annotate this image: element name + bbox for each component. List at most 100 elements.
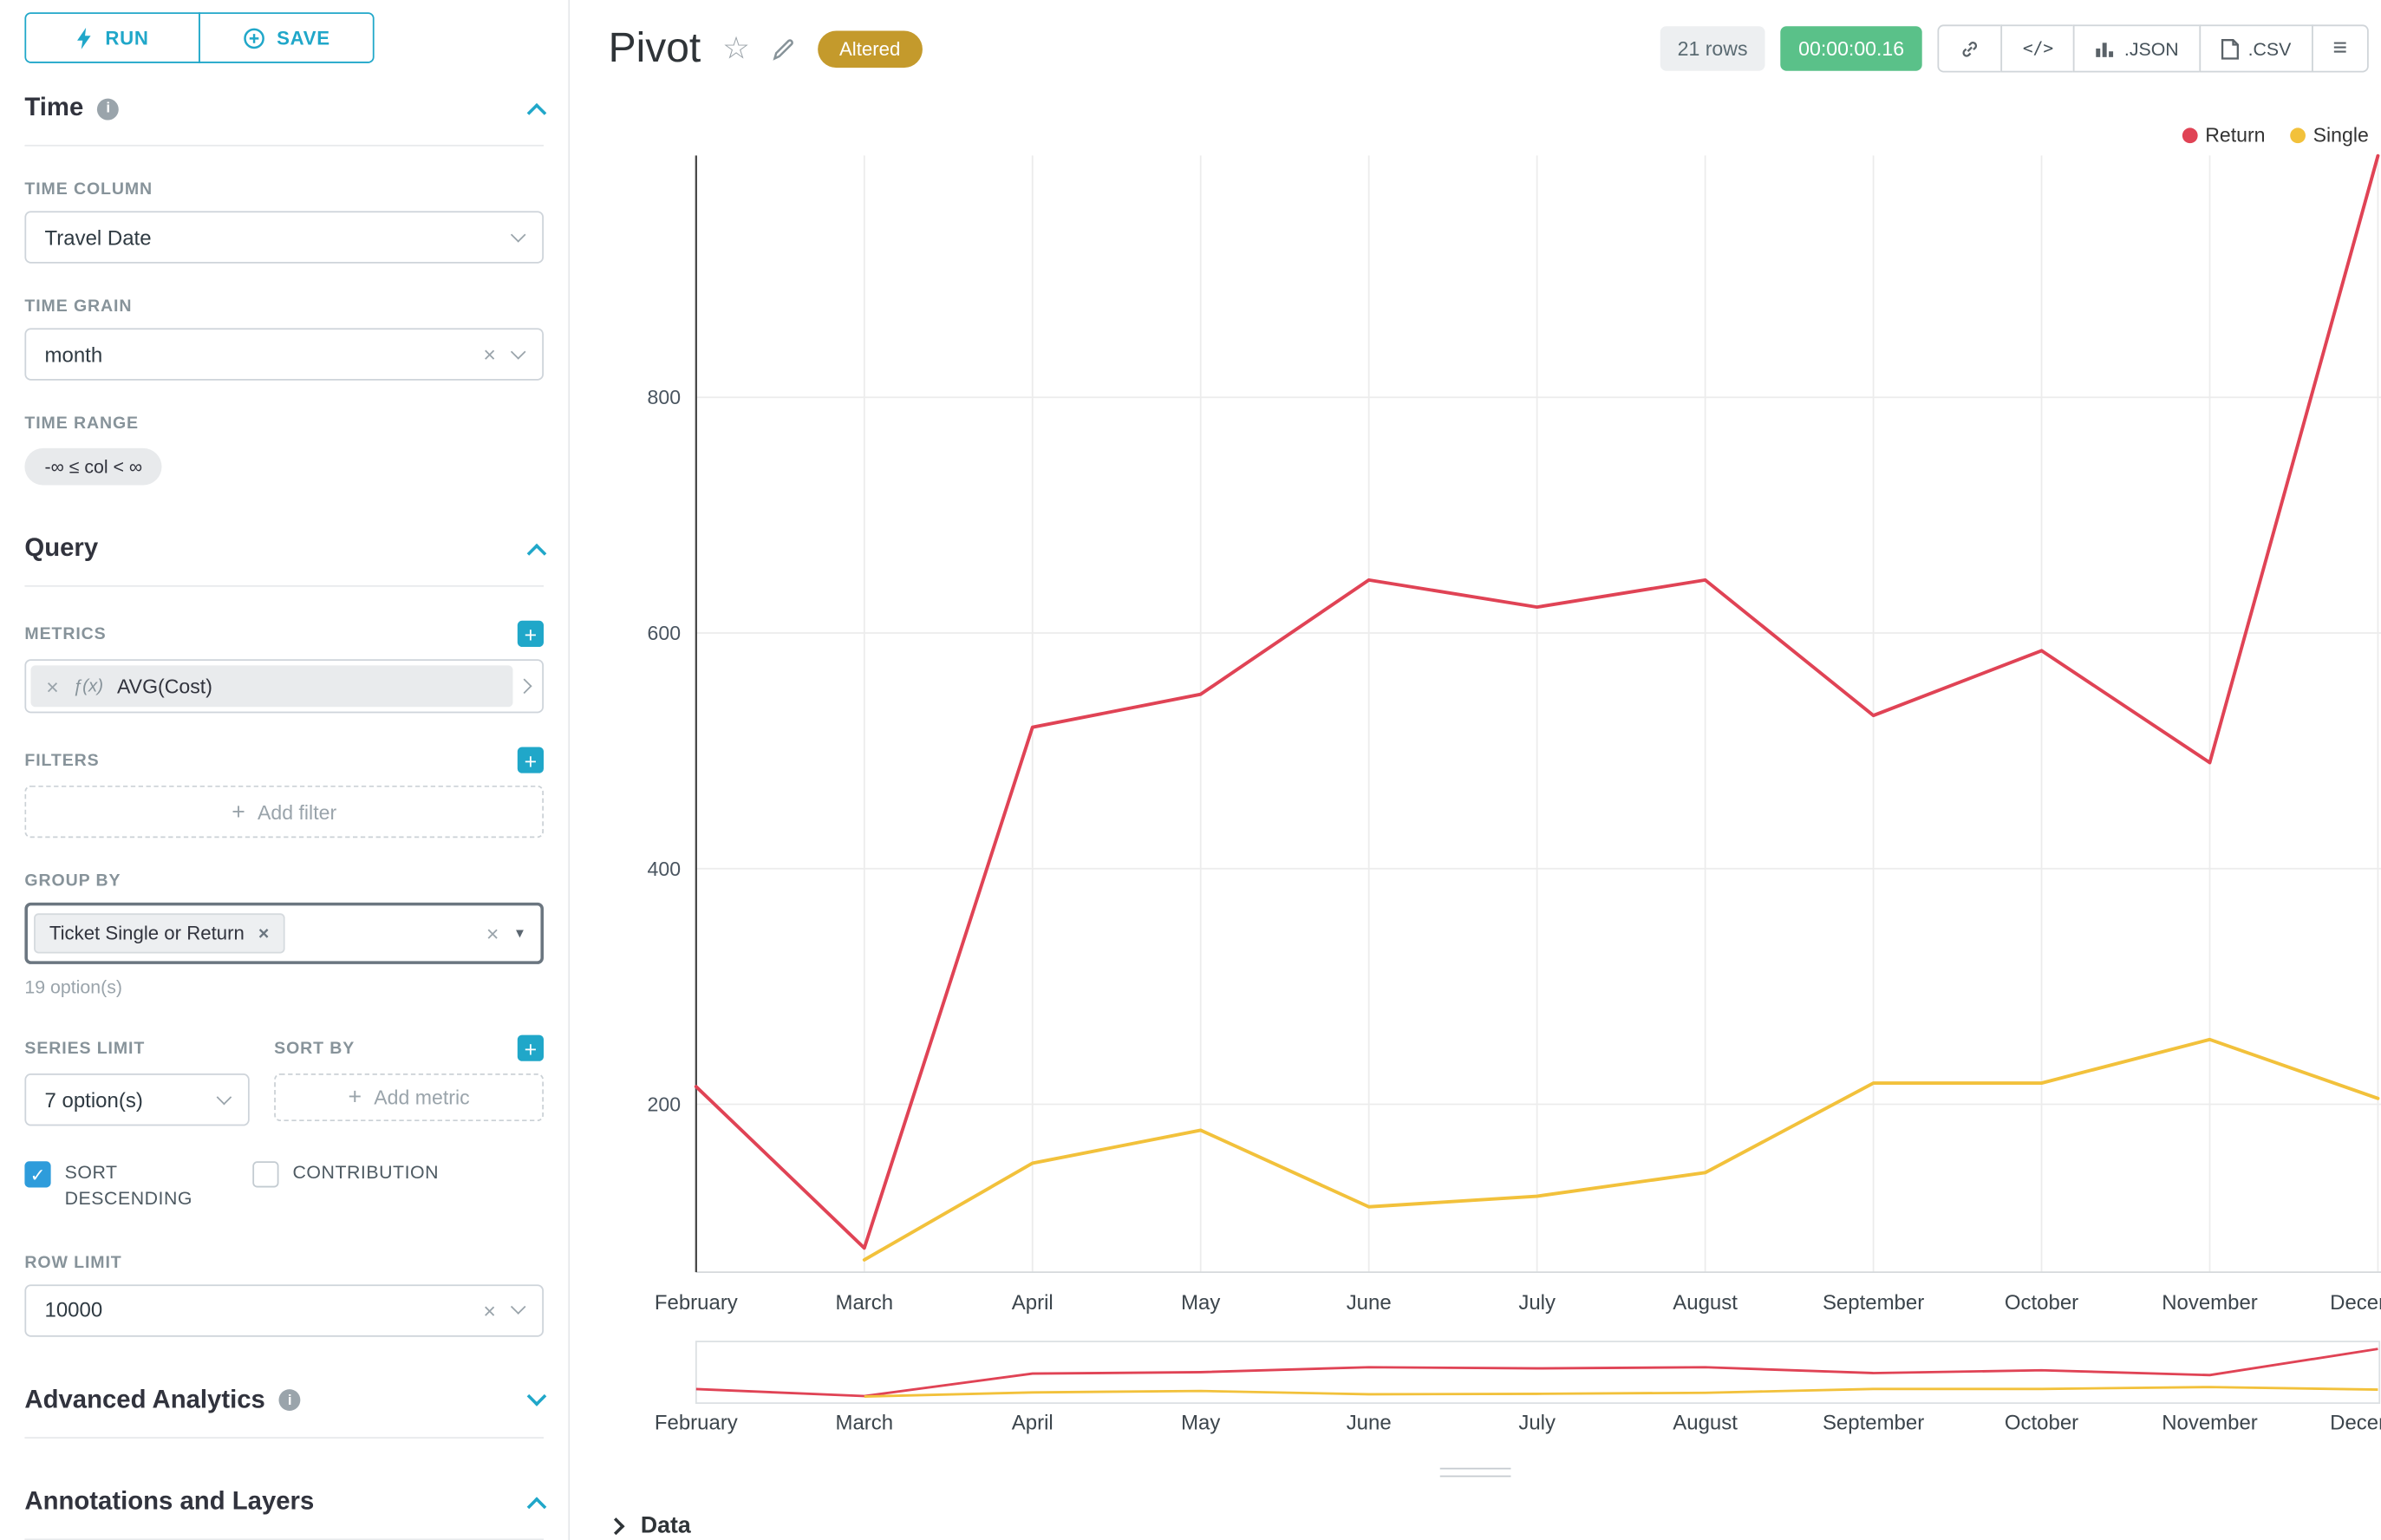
time-column-value: Travel Date bbox=[44, 225, 152, 249]
chart-header: Pivot ☆ Altered 21 rows 00:00:00.16 bbox=[570, 0, 2381, 73]
add-sort-metric-button[interactable]: + bbox=[517, 1034, 544, 1061]
run-button-label: RUN bbox=[105, 27, 149, 49]
time-grain-select[interactable]: month × bbox=[24, 328, 544, 381]
embed-code-button[interactable]: </> bbox=[2001, 24, 2076, 73]
time-section-header[interactable]: Time i bbox=[24, 94, 547, 147]
group-by-value: Ticket Single or Return bbox=[49, 922, 245, 944]
chevron-down-icon bbox=[510, 226, 526, 242]
info-icon: i bbox=[97, 97, 120, 120]
x-tick-label: February bbox=[655, 1291, 738, 1315]
row-count-badge: 21 rows bbox=[1660, 26, 1765, 71]
share-link-button[interactable] bbox=[1938, 24, 2003, 73]
x-tick-label: July bbox=[1518, 1291, 1556, 1315]
series-line-return[interactable] bbox=[694, 153, 2380, 1250]
save-button[interactable]: SAVE bbox=[199, 12, 375, 63]
minimap-x-tick-label: September bbox=[1823, 1411, 1924, 1434]
chevron-down-icon bbox=[510, 1299, 526, 1315]
chart-minimap-brush[interactable]: February March April May June July August Septe… bbox=[647, 1340, 2381, 1439]
time-column-select[interactable]: Travel Date bbox=[24, 211, 544, 264]
contribution-checkbox-item[interactable]: CONTRIBUTION bbox=[252, 1159, 439, 1213]
y-tick-label: 600 bbox=[648, 622, 682, 644]
chevron-up-icon[interactable] bbox=[526, 543, 547, 564]
bar-chart-icon bbox=[2096, 42, 2114, 57]
contribution-checkbox[interactable] bbox=[252, 1161, 279, 1188]
function-icon: ƒ(x) bbox=[72, 676, 104, 695]
csv-label: .CSV bbox=[2247, 37, 2292, 60]
sort-descending-checkbox-item[interactable]: ✓ SORT DESCENDING bbox=[24, 1159, 206, 1213]
edit-icon[interactable] bbox=[772, 36, 796, 61]
sort-descending-checkbox[interactable]: ✓ bbox=[24, 1161, 51, 1188]
x-tick-label: May bbox=[1181, 1291, 1220, 1315]
clear-icon[interactable]: × bbox=[483, 1297, 496, 1323]
timer-badge: 00:00:00.16 bbox=[1779, 26, 1923, 71]
menu-button[interactable]: ≡ bbox=[2311, 24, 2369, 73]
contribution-label: CONTRIBUTION bbox=[292, 1161, 440, 1184]
metric-value: AVG(Cost) bbox=[116, 674, 212, 698]
series-line-single[interactable] bbox=[862, 1037, 2380, 1262]
chevron-down-icon[interactable] bbox=[526, 1386, 547, 1406]
filters-label-row: FILTERS + bbox=[24, 747, 544, 773]
legend-item-return[interactable]: Return bbox=[2182, 123, 2266, 147]
minimap-x-tick-label: May bbox=[1181, 1411, 1220, 1434]
y-tick-label: 800 bbox=[648, 386, 682, 408]
row-limit-value: 10000 bbox=[44, 1298, 103, 1322]
series-limit-select[interactable]: 7 option(s) bbox=[24, 1073, 250, 1126]
add-filter-button[interactable]: + bbox=[517, 747, 544, 773]
chart-container: Pivot ☆ Altered 21 rows 00:00:00.16 bbox=[570, 0, 2381, 1540]
pane-resize-handle[interactable] bbox=[1439, 1467, 1511, 1484]
y-tick-label: 200 bbox=[648, 1093, 682, 1116]
query-section-header[interactable]: Query bbox=[24, 534, 547, 587]
data-panel-toggle[interactable]: Data bbox=[607, 1512, 691, 1539]
clear-icon[interactable]: × bbox=[486, 921, 499, 946]
time-range-label: TIME RANGE bbox=[24, 414, 139, 434]
x-tick-label: November bbox=[2162, 1291, 2258, 1315]
legend-item-single[interactable]: Single bbox=[2289, 123, 2369, 147]
metric-pill[interactable]: × ƒ(x) AVG(Cost) bbox=[30, 665, 513, 708]
group-by-select[interactable]: Ticket Single or Return × × ▾ bbox=[24, 902, 544, 964]
filters-label: FILTERS bbox=[24, 750, 100, 770]
remove-tag-icon[interactable]: × bbox=[258, 922, 270, 944]
time-range-value[interactable]: -∞ ≤ col < ∞ bbox=[24, 447, 163, 486]
minimap-x-tick-label: October bbox=[2005, 1411, 2078, 1434]
chevron-down-icon bbox=[510, 343, 526, 359]
info-icon: i bbox=[278, 1389, 301, 1412]
group-by-tag[interactable]: Ticket Single or Return × bbox=[34, 913, 285, 954]
data-panel-title: Data bbox=[640, 1512, 691, 1539]
sort-descending-label: SORT DESCENDING bbox=[64, 1161, 193, 1210]
row-limit-select[interactable]: 10000 × bbox=[24, 1283, 544, 1337]
minimap-x-tick-label: July bbox=[1518, 1411, 1556, 1434]
time-section-title: Time bbox=[24, 94, 84, 122]
export-json-button[interactable]: .JSON bbox=[2073, 24, 2201, 73]
hamburger-icon: ≡ bbox=[2332, 34, 2347, 62]
favorite-star-icon[interactable]: ☆ bbox=[722, 32, 750, 67]
row-limit-label-row: ROW LIMIT bbox=[24, 1253, 544, 1271]
export-csv-button[interactable]: .CSV bbox=[2198, 24, 2313, 73]
metric-control[interactable]: × ƒ(x) AVG(Cost) bbox=[24, 659, 544, 714]
row-limit-label: ROW LIMIT bbox=[24, 1253, 122, 1272]
line-chart[interactable]: 200 400 600 800 February March April May June Jul… bbox=[647, 101, 2381, 1334]
sort-by-label-row: SORT BY + bbox=[274, 1034, 544, 1061]
x-tick-label: December bbox=[2330, 1291, 2381, 1315]
y-tick-label: 400 bbox=[648, 858, 682, 880]
minimap-x-tick-label: August bbox=[1673, 1411, 1738, 1434]
chevron-up-icon[interactable] bbox=[526, 102, 547, 123]
remove-icon[interactable]: × bbox=[46, 674, 59, 699]
add-metric-button[interactable]: + bbox=[517, 620, 544, 648]
group-by-label: GROUP BY bbox=[24, 871, 121, 891]
export-button-group: </> .JSON bbox=[1938, 24, 2369, 73]
legend-dot bbox=[2289, 127, 2306, 143]
run-button[interactable]: RUN bbox=[24, 12, 200, 63]
link-icon bbox=[1963, 41, 1978, 56]
group-by-label-row: GROUP BY bbox=[24, 871, 544, 890]
advanced-analytics-section-header[interactable]: Advanced Analytics i bbox=[24, 1386, 547, 1439]
chevron-up-icon[interactable] bbox=[526, 1497, 547, 1517]
add-filter-dropzone[interactable]: + Add filter bbox=[24, 785, 544, 839]
add-sort-metric-dropzone[interactable]: + Add metric bbox=[274, 1073, 544, 1122]
minimap-x-tick-label: June bbox=[1347, 1411, 1392, 1434]
series-limit-label-row: SERIES LIMIT bbox=[24, 1035, 249, 1061]
clear-icon[interactable]: × bbox=[483, 342, 496, 367]
time-column-label: TIME COLUMN bbox=[24, 179, 153, 199]
query-section-title: Query bbox=[24, 534, 99, 563]
sort-by-label: SORT BY bbox=[274, 1039, 356, 1058]
annotations-section-header[interactable]: Annotations and Layers bbox=[24, 1487, 547, 1540]
